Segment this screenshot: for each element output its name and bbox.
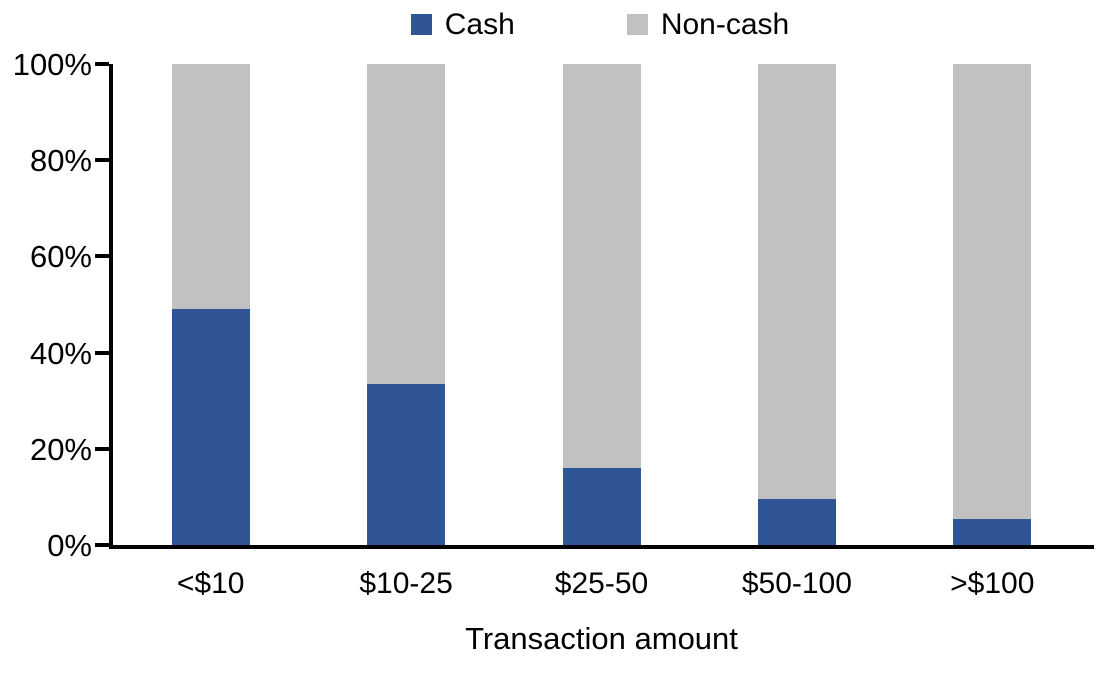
noncash-bar-segment — [171, 64, 250, 310]
legend-item-noncash: Non-cash — [626, 8, 790, 41]
y-tick-mark — [95, 62, 109, 66]
y-tick-label: 40% — [29, 335, 92, 371]
plot-area — [109, 64, 1094, 549]
y-tick-label: 0% — [47, 528, 92, 563]
cash-bar-segment — [757, 499, 836, 545]
noncash-bar-segment — [562, 64, 641, 469]
bar-group — [171, 64, 250, 545]
y-tick-mark — [95, 446, 109, 451]
y-tick-mark — [95, 254, 109, 259]
noncash-bar-segment — [757, 64, 836, 500]
y-tick-mark — [95, 158, 109, 163]
y-tick-label: 60% — [29, 239, 92, 275]
x-tick-label: $25-50 — [554, 567, 649, 600]
y-tick-label: 20% — [29, 431, 92, 467]
x-tick-label: >$100 — [950, 567, 1035, 600]
x-tick-label: <$10 — [176, 567, 245, 600]
x-tick-label: $10-25 — [359, 567, 453, 600]
x-tick-label: $50-100 — [741, 567, 852, 600]
noncash-legend-label: Non-cash — [660, 8, 790, 41]
bar-group — [367, 64, 446, 545]
x-axis-title: Transaction amount — [465, 621, 738, 656]
bar-group — [562, 64, 641, 545]
noncash-bar-segment — [367, 64, 446, 384]
cash-bar-segment — [562, 468, 641, 545]
legend-item-cash: Cash — [410, 8, 515, 41]
cash-bar-segment — [171, 309, 250, 545]
cash-bar-segment — [367, 383, 446, 545]
cash-bar-segment — [953, 518, 1032, 545]
bar-group — [757, 64, 836, 545]
y-tick-label: 80% — [29, 143, 92, 179]
y-tick-mark — [95, 350, 109, 355]
legend: Cash Non-cash — [0, 8, 1102, 41]
y-tick-label: 100% — [12, 47, 92, 82]
cash-legend-label: Cash — [444, 8, 515, 41]
noncash-swatch-icon — [626, 14, 648, 35]
cash-swatch-icon — [410, 14, 432, 35]
noncash-bar-segment — [953, 64, 1032, 519]
bar-group — [953, 64, 1032, 545]
y-tick-mark — [95, 543, 109, 547]
